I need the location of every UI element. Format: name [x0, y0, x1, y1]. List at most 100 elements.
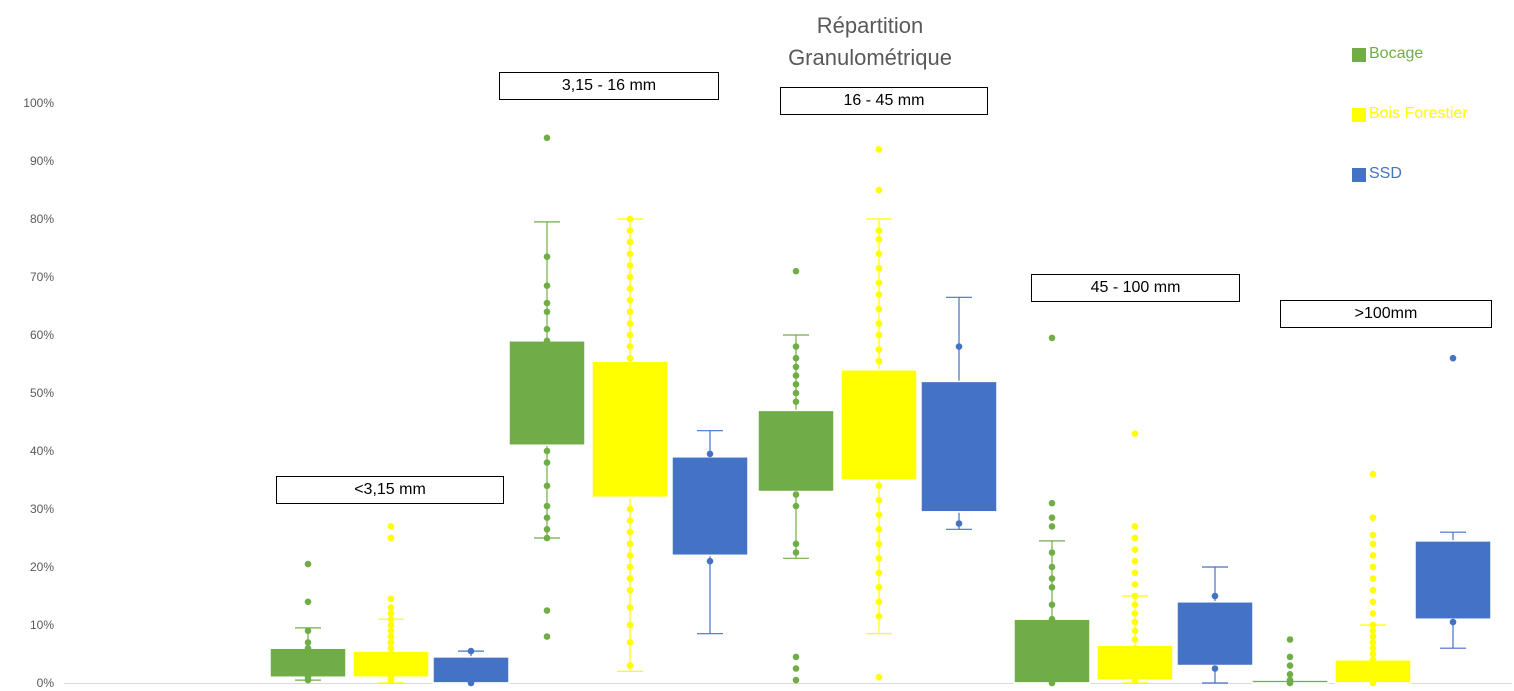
category-label-4: 45 - 100 mm [1031, 274, 1240, 302]
data-point [467, 647, 475, 655]
legend-item-bois-forestier: Bois Forestier [1352, 106, 1468, 122]
data-point [387, 668, 395, 675]
data-point [626, 575, 634, 582]
data-point [387, 621, 395, 629]
data-point [387, 662, 395, 669]
data-point [1131, 557, 1139, 565]
data-point [1131, 662, 1139, 669]
data-point [1369, 470, 1377, 478]
series-bois-forestier [352, 146, 1412, 687]
data-point [1369, 668, 1377, 675]
data-point [792, 398, 800, 406]
data-point [304, 598, 312, 606]
data-point [1369, 552, 1377, 559]
box-group [920, 296, 998, 530]
data-point [1449, 618, 1457, 626]
data-point [387, 673, 395, 681]
y-tick-label: 30% [30, 502, 54, 516]
data-point [304, 627, 312, 635]
data-point [387, 595, 395, 603]
data-point [543, 337, 551, 345]
series-bocage [269, 134, 1329, 687]
data-point [543, 282, 551, 290]
box-group [840, 146, 918, 681]
legend-swatch-ssd [1352, 168, 1366, 182]
legend-label-bocage: Bocage [1369, 45, 1424, 62]
y-tick-label: 100% [23, 96, 54, 110]
data-point [304, 650, 312, 658]
data-point [875, 555, 883, 562]
data-point [543, 308, 551, 316]
data-point [792, 549, 800, 556]
data-point [792, 540, 800, 548]
data-point [792, 653, 800, 661]
box [591, 360, 669, 499]
data-point [626, 262, 634, 269]
data-point [1131, 627, 1139, 635]
data-point [626, 227, 634, 234]
data-point [875, 511, 883, 519]
legend-swatch-bois-forestier [1352, 108, 1366, 122]
y-tick-label: 60% [30, 328, 54, 342]
y-tick-label: 50% [30, 386, 54, 400]
data-point [626, 604, 634, 611]
data-point [543, 299, 551, 307]
data-point [1131, 523, 1139, 530]
data-point [304, 560, 312, 568]
data-point [1369, 610, 1377, 617]
data-point [875, 346, 883, 353]
box-group [1176, 566, 1254, 684]
data-point [875, 186, 883, 194]
category-label-2: 3,15 - 16 mm [499, 72, 719, 100]
data-point [1369, 644, 1377, 652]
data-point [304, 673, 312, 681]
data-point [792, 363, 800, 371]
data-point [1048, 584, 1056, 591]
data-point [706, 557, 714, 565]
data-point [792, 354, 800, 362]
data-point [387, 650, 395, 658]
box [1013, 618, 1091, 684]
data-point [543, 134, 551, 142]
data-point [626, 285, 634, 292]
data-point [792, 665, 800, 672]
data-point [543, 253, 551, 260]
data-point [543, 325, 551, 333]
data-point [875, 291, 883, 298]
data-point [1048, 514, 1056, 521]
y-tick-label: 0% [37, 676, 55, 690]
data-point [626, 540, 634, 548]
y-tick-label: 70% [30, 270, 54, 284]
data-point [1286, 671, 1294, 678]
data-point [875, 265, 883, 272]
data-point [387, 639, 395, 646]
box-group [757, 267, 835, 684]
legend-item-ssd: SSD [1352, 166, 1402, 182]
data-point [387, 615, 395, 623]
data-point [1449, 354, 1457, 362]
data-point [1048, 615, 1056, 623]
data-point [875, 598, 883, 606]
data-point [955, 520, 963, 527]
data-point [792, 343, 800, 350]
data-point [304, 644, 312, 652]
data-point [792, 381, 800, 388]
data-point [1211, 665, 1219, 672]
data-point [626, 586, 634, 594]
data-point [792, 676, 800, 684]
data-point [1369, 662, 1377, 669]
data-point [1369, 621, 1377, 629]
series-ssd [432, 296, 1492, 687]
data-point [1369, 639, 1377, 646]
data-point [875, 227, 883, 234]
data-point [387, 523, 395, 530]
y-tick-label: 10% [30, 618, 54, 632]
data-point [875, 497, 883, 504]
box-group [432, 647, 510, 687]
box-group [591, 215, 669, 673]
data-point [875, 584, 883, 591]
data-point [626, 343, 634, 350]
y-tick-label: 40% [30, 444, 54, 458]
box [1414, 540, 1492, 620]
